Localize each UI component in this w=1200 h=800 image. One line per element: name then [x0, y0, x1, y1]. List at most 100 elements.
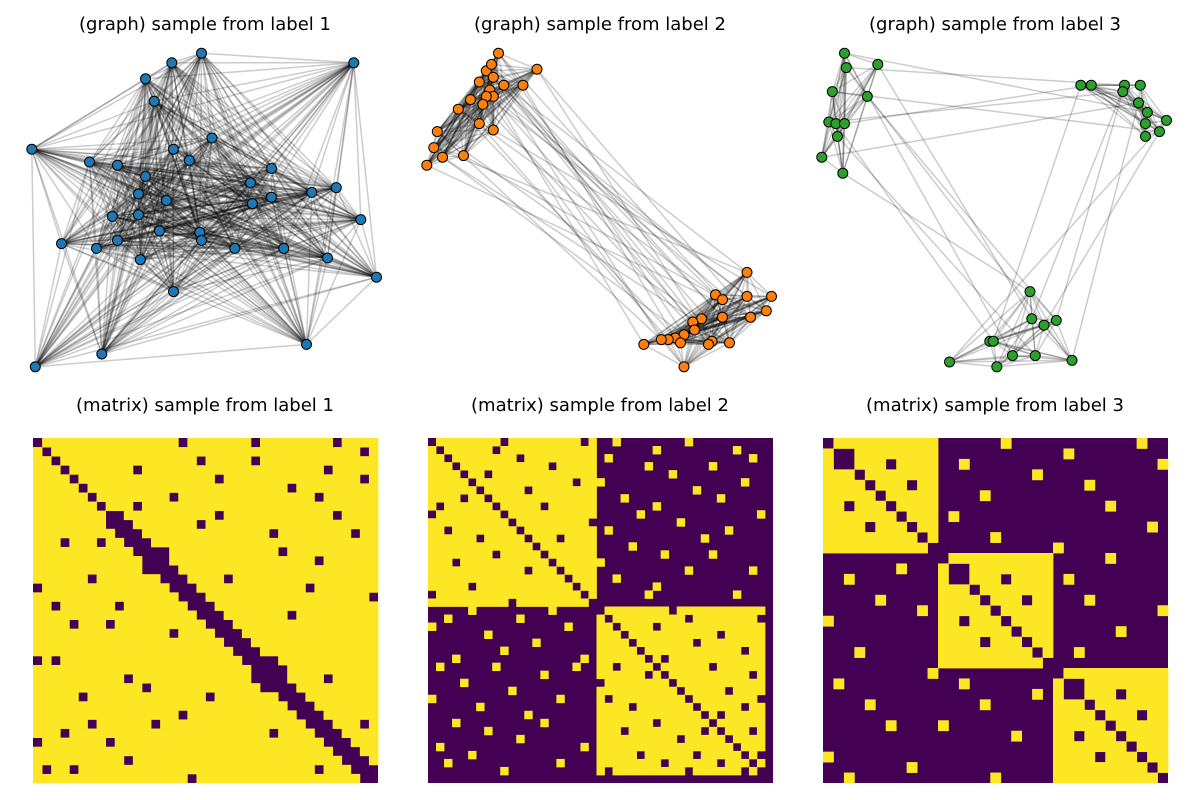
- graph-node: [168, 143, 179, 155]
- matrix-cell: [314, 447, 324, 457]
- graph-node: [148, 95, 160, 107]
- matrix-cell: [927, 500, 939, 512]
- matrix-cell: [96, 601, 107, 611]
- matrix-cell: [652, 758, 662, 768]
- matrix-cell: [105, 719, 116, 729]
- matrix-cell: [169, 719, 179, 729]
- matrix-cell: [151, 537, 161, 548]
- matrix-cell: [668, 686, 678, 696]
- matrix-cell: [917, 500, 928, 512]
- graph-edge: [144, 101, 156, 177]
- matrix-cell: [141, 456, 152, 466]
- matrix-cell: [885, 720, 897, 732]
- graph-edge: [199, 167, 272, 233]
- matrix-cell: [508, 470, 517, 479]
- matrix-cell: [105, 447, 116, 457]
- matrix-cell: [214, 664, 225, 675]
- matrix-cell: [350, 438, 361, 448]
- matrix-cell: [141, 483, 152, 493]
- graph-edge: [145, 175, 253, 205]
- matrix-cell: [1021, 584, 1033, 596]
- graph-edge: [117, 239, 307, 346]
- matrix-cell: [332, 474, 343, 484]
- matrix-cell: [368, 492, 379, 502]
- graph-edge: [88, 161, 175, 293]
- matrix-cell: [1000, 605, 1012, 617]
- matrix-cell: [612, 614, 621, 623]
- matrix-cell: [87, 674, 97, 684]
- graph-edge: [707, 295, 748, 345]
- matrix-cell: [232, 728, 243, 739]
- matrix-cell: [500, 646, 509, 656]
- graph-edge: [200, 53, 236, 249]
- graph-edge: [188, 159, 272, 198]
- matrix-cell: [564, 590, 573, 599]
- matrix-cell: [990, 594, 1002, 606]
- graph-edge: [117, 218, 361, 242]
- matrix-cell: [241, 692, 252, 702]
- matrix-cell: [740, 718, 750, 728]
- matrix-cell: [1000, 584, 1012, 596]
- graph-edge: [171, 62, 236, 249]
- matrix-cell: [979, 573, 991, 585]
- graph-edge: [311, 191, 362, 221]
- matrix-cell: [332, 764, 343, 775]
- matrix-cell: [732, 622, 742, 631]
- matrix-cell: [305, 483, 315, 493]
- matrix-cell: [151, 755, 161, 766]
- matrix-cell: [151, 628, 161, 639]
- matrix-cell: [588, 582, 597, 591]
- matrix-cell: [927, 448, 939, 460]
- matrix-cell: [668, 470, 678, 479]
- matrix-cell: [740, 622, 750, 631]
- matrix-cell: [875, 532, 887, 543]
- matrix-cell: [350, 719, 361, 729]
- matrix-cell: [708, 622, 718, 631]
- graph-edge: [457, 108, 716, 296]
- matrix-cell: [927, 668, 939, 679]
- matrix-cell: [604, 758, 613, 768]
- graph-edge: [61, 159, 190, 245]
- matrix-cell: [33, 701, 43, 711]
- matrix-cell: [33, 692, 43, 702]
- graph-node: [371, 271, 382, 283]
- graph-edge: [843, 95, 868, 125]
- graph-node: [112, 234, 123, 246]
- matrix-cell: [196, 501, 206, 512]
- matrix-cell: [548, 518, 557, 527]
- matrix-cell: [141, 610, 152, 620]
- matrix-cell: [979, 553, 991, 564]
- matrix-cell: [612, 638, 621, 647]
- graph-edge: [153, 100, 313, 194]
- matrix-cell: [205, 483, 215, 493]
- graph-node: [112, 159, 123, 171]
- graph-edge: [993, 340, 1036, 357]
- matrix-cell: [636, 662, 646, 672]
- matrix-cell: [756, 606, 766, 615]
- graph-edge: [1031, 84, 1126, 320]
- graph-edge: [116, 137, 213, 241]
- matrix-cell: [314, 510, 324, 521]
- matrix-cell: [341, 710, 352, 720]
- matrix-cell: [740, 638, 750, 647]
- matrix-cell: [368, 728, 379, 739]
- matrix-cell: [588, 566, 597, 575]
- matrix-cell: [708, 686, 718, 696]
- matrix-cell: [468, 454, 477, 463]
- matrix-cell: [460, 446, 469, 455]
- matrix-cell: [700, 534, 710, 543]
- graph-edge: [173, 148, 251, 184]
- matrix-cell: [564, 454, 573, 463]
- matrix-cell: [532, 470, 541, 479]
- matrix-cell: [51, 474, 61, 484]
- matrix-cell: [676, 614, 686, 623]
- matrix-cell: [241, 574, 252, 584]
- matrix-cell: [114, 565, 125, 575]
- matrix-cell: [436, 542, 445, 551]
- matrix-cell: [516, 574, 525, 583]
- graph-edge: [201, 191, 313, 242]
- matrix-cell: [232, 556, 243, 566]
- matrix-cell: [572, 462, 581, 471]
- matrix-cell: [232, 692, 243, 702]
- matrix-cell: [620, 654, 629, 664]
